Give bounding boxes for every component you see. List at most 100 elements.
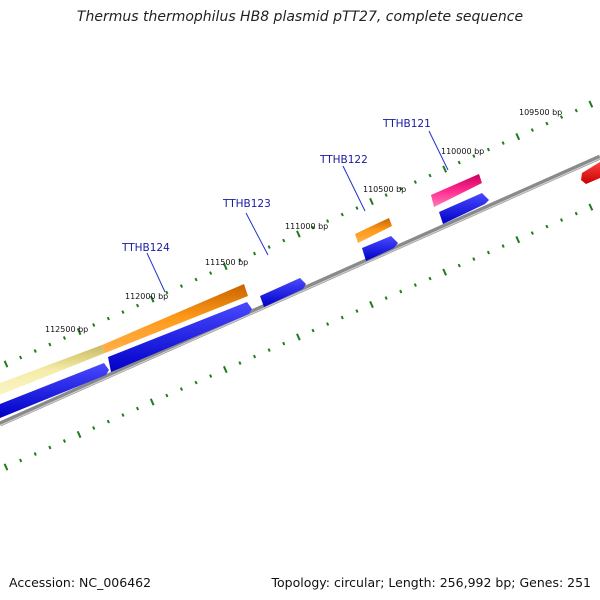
ruler-tick-minor (530, 128, 534, 132)
ruler-tick-minor (311, 225, 315, 230)
gene-bar-tthb124 (102, 284, 248, 353)
ruler-tick-major (76, 327, 82, 336)
ruler-tick-major (442, 268, 448, 276)
ruler-tick-minor (355, 206, 359, 210)
ruler-tick-minor (545, 121, 549, 126)
ruler-tick-minor (62, 336, 67, 340)
ruler-tick-major (149, 295, 155, 303)
gene-label-tthb122: TTHB122 (319, 154, 368, 166)
ruler-tick-major (588, 100, 594, 108)
ruler-tick-minor (428, 173, 432, 178)
ruler-tick-minor (384, 296, 388, 300)
ruler-tick-minor (472, 154, 476, 158)
ruler-tick-major (296, 333, 301, 341)
leader-line-tthb122 (342, 165, 366, 212)
cds-arrow-4 (362, 236, 398, 261)
ruler-tick-minor (179, 387, 184, 391)
ruler-tick-minor (33, 349, 37, 353)
ruler-tick-minor (530, 231, 534, 235)
gene-bar-tthb121 (431, 174, 482, 207)
ruler-ticks-inner (3, 203, 594, 471)
ruler-tick-minor (121, 413, 125, 417)
ruler-tick-minor (282, 238, 286, 243)
ruler-tick-major (222, 365, 228, 374)
ruler-tick-minor (457, 160, 461, 165)
cds-arrow-5 (439, 193, 489, 224)
ruler-tick-major (3, 360, 9, 368)
ruler-tick-minor (559, 218, 564, 222)
ruler-label-111500: 111500 bp (205, 258, 248, 267)
ruler-tick-minor (399, 289, 403, 294)
ruler-tick-minor (267, 245, 271, 249)
ruler-tick-minor (355, 309, 359, 313)
ruler-tick-minor (194, 277, 198, 282)
leader-line-tthb124 (146, 252, 166, 293)
map-title: Thermus thermophilus HB8 plasmid pTT27, … (76, 9, 524, 25)
ruler-tick-minor (121, 310, 125, 314)
ruler-tick-minor (252, 354, 257, 359)
ruler-tick-minor (238, 258, 242, 262)
ruler-tick-minor (326, 322, 330, 326)
ruler-tick-major (149, 398, 155, 406)
ruler-tick-minor (326, 219, 330, 223)
ruler-tick-minor (486, 250, 491, 255)
ruler-tick-minor (209, 271, 213, 275)
ruler-tick-minor (559, 115, 564, 119)
ruler-label-110500: 110500 bp (363, 185, 406, 194)
ruler-tick-minor (472, 257, 476, 261)
ruler-tick-major (222, 262, 228, 271)
ruler-tick-minor (194, 380, 198, 385)
ruler-label-109500: 109500 bp (519, 108, 562, 117)
ruler-tick-minor (501, 141, 505, 145)
ruler-tick-major (515, 235, 521, 244)
ruler-tick-minor (19, 458, 23, 463)
ruler-tick-minor (106, 316, 110, 321)
backbone-highlight (0, 157, 600, 427)
ruler-tick-minor (311, 328, 315, 333)
cds-arrow-2 (108, 302, 252, 372)
ruler-tick-minor (457, 263, 461, 268)
ruler-label-111000: 111000 bp (285, 222, 328, 231)
backbone (0, 154, 600, 427)
ruler-tick-minor (48, 342, 52, 347)
ruler-tick-major (369, 197, 374, 206)
ruler-tick-minor (267, 348, 271, 352)
ruler-tick-minor (413, 283, 417, 287)
ruler-label-110000: 110000 bp (441, 147, 484, 156)
ruler-tick-minor (135, 303, 140, 308)
cds-arrow-3 (260, 278, 306, 307)
ruler-tick-minor (19, 355, 23, 360)
ruler-tick-minor (399, 186, 403, 191)
ruler-tick-major (588, 203, 594, 211)
gene-arrow-red (581, 162, 600, 184)
ruler-tick-minor (486, 147, 491, 152)
ruler-tick-minor (209, 374, 213, 378)
ruler-tick-minor (384, 193, 388, 197)
ruler-tick-minor (545, 224, 549, 229)
ruler-tick-minor (48, 445, 52, 450)
ruler-tick-minor (574, 108, 578, 113)
ruler-tick-major (296, 230, 301, 238)
cds-arrow-1 (0, 363, 109, 418)
leader-line-tthb121 (428, 130, 449, 171)
ruler-tick-minor (92, 323, 96, 327)
accession-text: Accession: NC_006462 (9, 575, 152, 590)
ruler-ticks-outer (3, 100, 594, 368)
ruler-tick-minor (252, 251, 257, 256)
gene-label-tthb121: TTHB121 (382, 118, 431, 130)
ruler-tick-minor (165, 290, 169, 295)
ruler-tick-major (3, 463, 9, 471)
ruler-tick-minor (106, 419, 110, 424)
ruler-tick-minor (413, 180, 417, 184)
ruler-tick-minor (238, 361, 242, 365)
leader-line-tthb123 (245, 212, 269, 256)
ruler-tick-minor (501, 244, 505, 248)
ruler-tick-minor (62, 439, 67, 443)
ruler-tick-minor (33, 452, 37, 456)
gene-bar-pale (0, 345, 105, 395)
ruler-tick-minor (135, 406, 140, 411)
ruler-tick-minor (574, 211, 578, 216)
gene-label-tthb124: TTHB124 (121, 242, 170, 254)
ruler-tick-minor (282, 341, 286, 346)
ruler-label-112500: 112500 bp (45, 325, 88, 334)
